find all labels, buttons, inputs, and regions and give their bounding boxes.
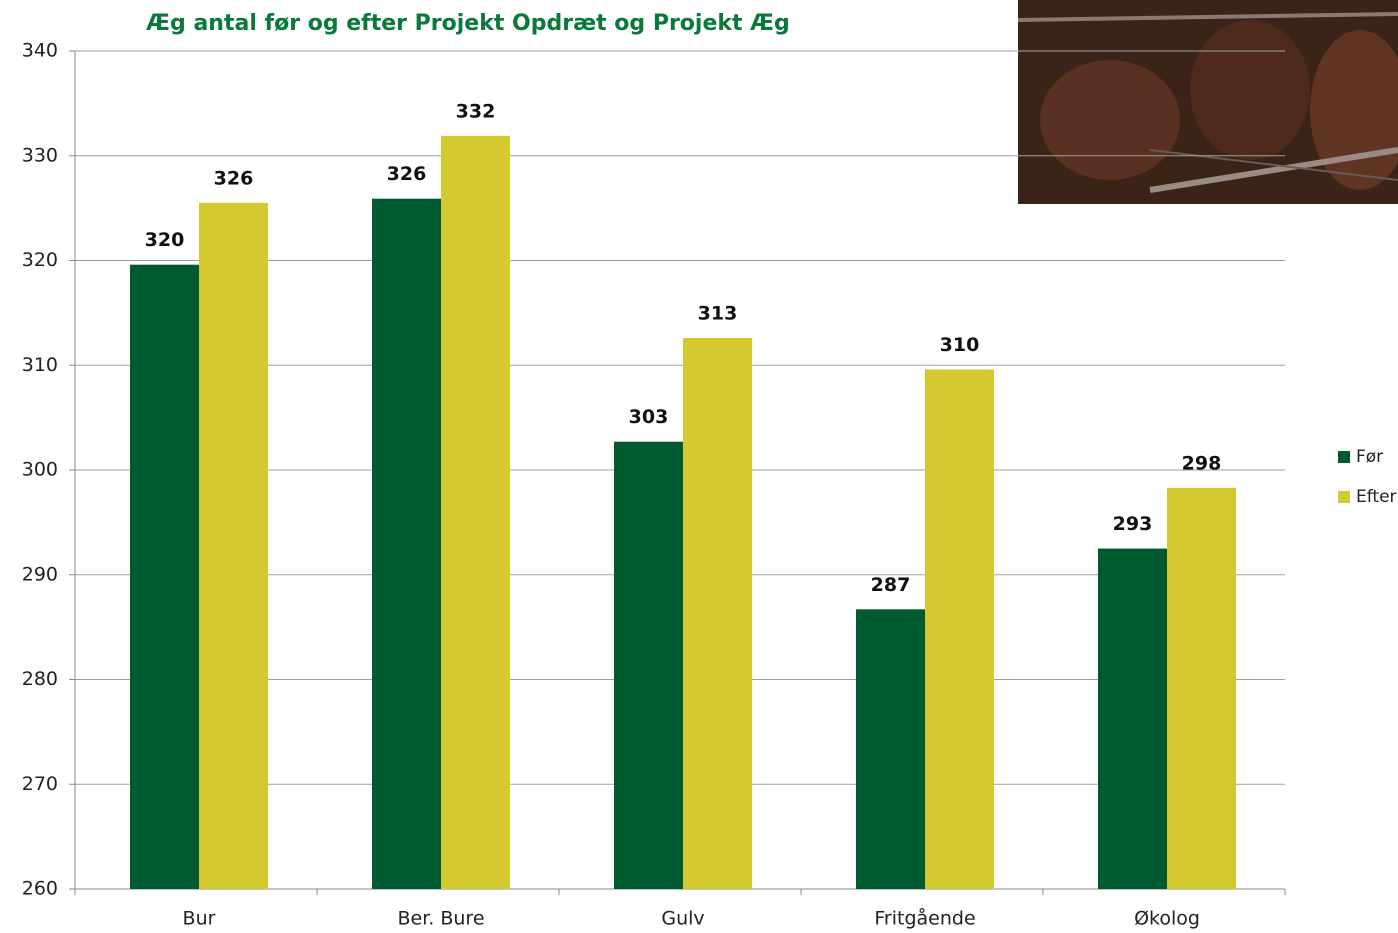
photo [1017, 0, 1398, 204]
bar [683, 338, 752, 889]
y-tick-label: 270 [22, 773, 58, 795]
bar [199, 202, 268, 889]
chart-title: Æg antal før og efter Projekt Opdræt og … [146, 11, 790, 36]
y-tick-label: 340 [22, 40, 58, 62]
x-tick-label: Økolog [1134, 908, 1200, 930]
value-label: 293 [1113, 513, 1153, 535]
value-label: 332 [456, 100, 496, 122]
bar [856, 609, 925, 889]
bar [130, 264, 199, 889]
y-tick-label: 280 [22, 668, 58, 690]
value-label: 326 [214, 167, 254, 189]
bar [372, 198, 441, 889]
y-tick-label: 300 [22, 459, 58, 481]
value-label: 320 [145, 229, 185, 251]
value-label: 303 [629, 406, 669, 428]
y-tick-label: 320 [22, 249, 58, 271]
y-tick-label: 260 [22, 878, 58, 900]
bar [1098, 548, 1167, 889]
x-tick-label: Bur [183, 908, 216, 930]
legend-label: Efter [1356, 487, 1397, 507]
bar [925, 369, 994, 889]
legend-label: Før [1356, 447, 1383, 467]
value-label: 326 [387, 163, 427, 185]
value-label: 310 [940, 334, 980, 356]
value-label: 313 [698, 303, 738, 325]
y-tick-label: 310 [22, 354, 58, 376]
legend-swatch [1338, 491, 1350, 503]
y-tick-label: 330 [22, 144, 58, 166]
bar [441, 135, 510, 889]
x-tick-label: Gulv [661, 908, 704, 930]
legend-swatch [1338, 451, 1350, 463]
bar [614, 441, 683, 889]
x-tick-label: Fritgående [874, 907, 975, 930]
value-label: 298 [1182, 452, 1222, 474]
bar [1167, 487, 1236, 889]
y-tick-label: 290 [22, 563, 58, 585]
x-tick-label: Ber. Bure [397, 908, 484, 930]
value-label: 287 [871, 574, 911, 596]
